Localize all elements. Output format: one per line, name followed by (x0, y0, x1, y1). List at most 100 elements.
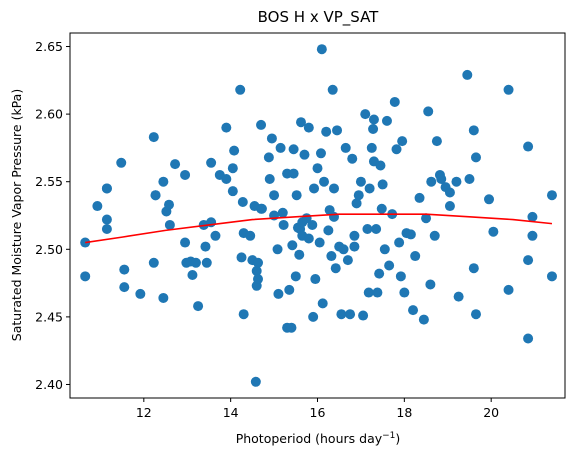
data-point (101, 224, 112, 235)
data-point (250, 376, 261, 387)
data-point (462, 69, 473, 80)
data-point (418, 314, 429, 325)
data-point (272, 244, 283, 255)
x-tick-label: 12 (136, 405, 152, 420)
data-point (414, 192, 425, 203)
data-point (342, 255, 353, 266)
data-point (366, 142, 377, 153)
data-point (164, 199, 174, 210)
data-point (210, 230, 221, 241)
data-point (436, 174, 447, 184)
data-point (164, 219, 175, 230)
data-point (429, 230, 440, 241)
data-point (303, 122, 314, 133)
data-point (379, 244, 390, 255)
data-point (384, 260, 395, 271)
data-point (308, 311, 319, 322)
data-point (245, 230, 256, 241)
data-point (349, 241, 360, 252)
data-point (431, 136, 442, 147)
data-point (503, 284, 514, 295)
data-point (116, 157, 127, 168)
data-point (290, 271, 301, 282)
data-point (200, 241, 211, 252)
data-point (355, 176, 366, 187)
data-point (351, 198, 362, 209)
data-point (253, 257, 264, 268)
data-point (360, 109, 371, 120)
data-point (389, 96, 400, 107)
data-point (426, 176, 437, 187)
data-point (294, 249, 305, 260)
data-point (310, 274, 321, 285)
y-tick-label: 2.50 (35, 242, 63, 257)
data-point (336, 309, 347, 320)
data-point (523, 255, 534, 266)
data-point (299, 149, 310, 160)
data-point (229, 145, 240, 156)
data-point (349, 230, 360, 241)
data-point (395, 271, 406, 282)
data-point (256, 203, 267, 214)
data-point (453, 291, 464, 302)
data-point (316, 44, 327, 55)
data-point (399, 287, 410, 298)
data-point (135, 288, 146, 299)
data-point (263, 152, 274, 163)
data-point (193, 301, 204, 312)
y-tick-label: 2.55 (35, 174, 63, 189)
data-point (253, 274, 264, 285)
data-point (319, 176, 330, 187)
data-point (523, 333, 534, 344)
data-point (264, 174, 275, 184)
data-point (451, 176, 462, 187)
data-point (425, 279, 436, 290)
chart-title: BOS H x VP_SAT (258, 8, 380, 27)
data-point (323, 225, 334, 236)
data-point (326, 251, 337, 262)
data-point (303, 233, 314, 244)
data-point (309, 183, 320, 194)
data-point (286, 322, 297, 333)
data-point (201, 257, 212, 268)
data-point (277, 207, 288, 218)
data-point (317, 298, 328, 309)
data-point (221, 122, 232, 133)
x-tick-label: 18 (396, 405, 412, 420)
data-point (377, 179, 388, 190)
data-point (464, 174, 475, 184)
data-point (235, 84, 246, 95)
data-point (468, 263, 479, 274)
data-point (314, 237, 325, 248)
data-point (170, 159, 181, 170)
data-point (408, 305, 419, 316)
data-point (523, 141, 534, 152)
data-point (470, 309, 481, 320)
data-point (119, 282, 130, 293)
data-point (329, 183, 339, 194)
data-point (251, 265, 262, 276)
data-point (321, 126, 332, 137)
data-point (278, 219, 289, 230)
data-point (345, 309, 356, 320)
data-point (236, 252, 247, 263)
y-axis: 2.40 2.45 2.50 2.55 2.60 2.65 (35, 39, 70, 392)
data-point (101, 214, 112, 225)
data-point (92, 201, 103, 212)
data-point (546, 271, 557, 282)
data-point (405, 229, 416, 240)
x-axis-label-suffix: ) (395, 431, 400, 446)
x-tick-label: 16 (310, 405, 326, 420)
data-point (288, 168, 299, 179)
data-point (256, 119, 267, 130)
data-point (488, 226, 499, 237)
data-point (338, 244, 349, 255)
data-point (340, 142, 351, 153)
data-point (190, 257, 201, 268)
data-point (187, 269, 198, 280)
plot-area (80, 44, 557, 387)
data-point (296, 117, 306, 128)
data-point (358, 310, 369, 321)
data-point (368, 114, 379, 125)
